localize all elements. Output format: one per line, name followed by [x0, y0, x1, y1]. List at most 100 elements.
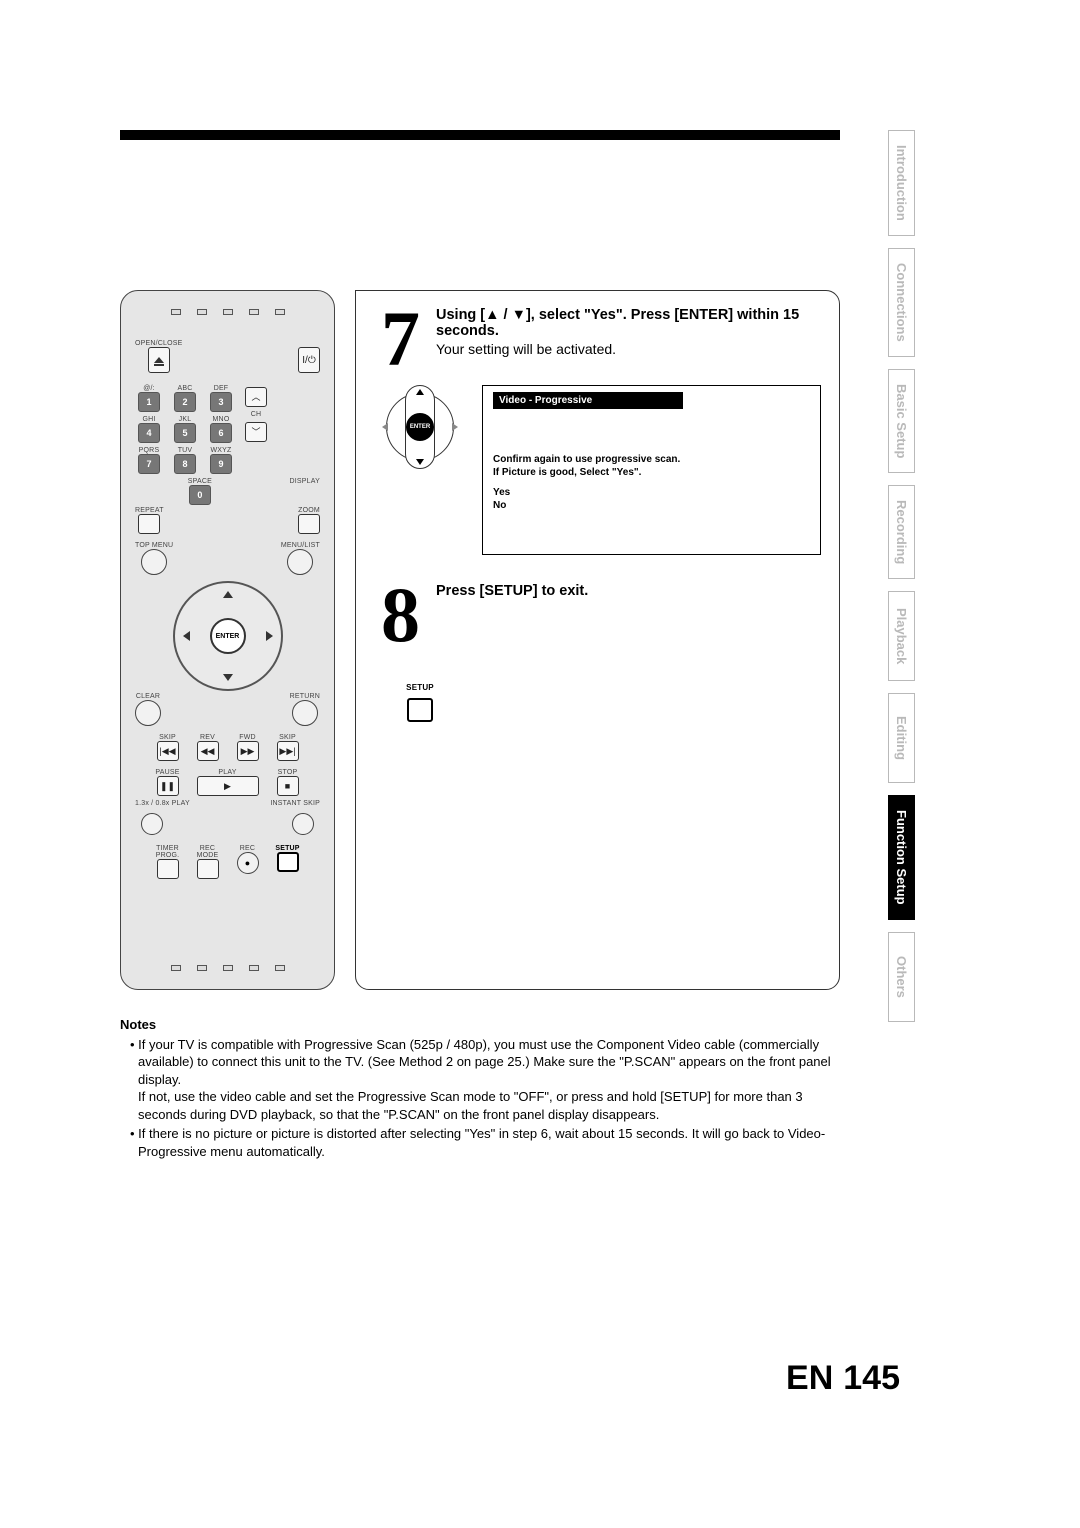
number-pad: @/:1 ABC2 DEF3 GHI4 JKL5 MNO6 PQRS7 TUV8… [135, 385, 235, 474]
fwd-label: FWD [239, 734, 256, 741]
tab-basic-setup[interactable]: Basic Setup [888, 369, 915, 473]
power-button[interactable]: I/⏻ [298, 347, 320, 373]
top-menu-button[interactable] [141, 549, 167, 575]
step-8-title: Press [SETUP] to exit. [436, 583, 821, 599]
dialog-options: Yes No [493, 486, 810, 513]
bottom-button-row: TIMER PROG. REC MODE REC● SETUP [135, 845, 320, 879]
menu-list-label: MENU/LIST [281, 542, 320, 549]
remote-illustration: OPEN/CLOSE I/⏻ @/:1 ABC2 DEF [120, 290, 335, 990]
key-1[interactable]: 1 [138, 392, 160, 412]
tab-introduction[interactable]: Introduction [888, 130, 915, 236]
up-triangle-icon: ▲ [485, 307, 499, 323]
mini-down-icon [416, 459, 424, 465]
dpad-left-icon[interactable] [183, 631, 190, 641]
eject-icon [154, 357, 164, 363]
mini-enter-button: ENTER [406, 413, 434, 441]
key-4-label: GHI [142, 416, 155, 423]
skip-prev-button[interactable]: |◀◀ [157, 741, 179, 761]
rec-mode-button[interactable] [197, 859, 219, 879]
progressive-dialog: Video - Progressive Confirm again to use… [482, 385, 821, 555]
return-label: RETURN [290, 693, 320, 700]
key-8[interactable]: 8 [174, 454, 196, 474]
dialog-no[interactable]: No [493, 499, 810, 513]
key-3[interactable]: 3 [210, 392, 232, 412]
steps-panel: 7 Using [▲ / ▼], select "Yes". Press [EN… [355, 290, 840, 990]
zoom-button[interactable] [298, 514, 320, 534]
dpad-up-icon[interactable] [223, 591, 233, 598]
notes-heading: Notes [120, 1016, 840, 1034]
skip-next-button[interactable]: ▶▶| [277, 741, 299, 761]
step-8: 8 Press [SETUP] to exit. [374, 583, 821, 647]
enter-button[interactable]: ENTER [210, 618, 246, 654]
zoom-label: ZOOM [298, 507, 320, 514]
manual-page: Introduction Connections Basic Setup Rec… [0, 0, 1080, 1528]
rec-button[interactable]: ● [237, 852, 259, 874]
transport-row-1: SKIP|◀◀ REV◀◀ FWD▶▶ SKIP▶▶| [135, 734, 320, 761]
play-icon: ▶ [224, 782, 231, 791]
skip-prev-label: SKIP [159, 734, 176, 741]
instant-skip-button[interactable] [292, 813, 314, 835]
key-9[interactable]: 9 [210, 454, 232, 474]
repeat-button[interactable] [138, 514, 160, 534]
key-2-label: ABC [178, 385, 193, 392]
speed-play-label: 1.3x / 0.8x PLAY [135, 800, 190, 807]
mini-left-icon [382, 423, 388, 431]
tab-editing[interactable]: Editing [888, 693, 915, 783]
dialog-message: Confirm again to use progressive scan. I… [493, 453, 810, 480]
stop-button[interactable]: ■ [277, 776, 299, 796]
key-6[interactable]: 6 [210, 423, 232, 443]
dpad-down-icon[interactable] [223, 674, 233, 681]
key-7[interactable]: 7 [138, 454, 160, 474]
skip-next-label: SKIP [279, 734, 296, 741]
rewind-icon: ◀◀ [201, 747, 215, 756]
return-button[interactable] [292, 700, 318, 726]
step-7-subtitle: Your setting will be activated. [436, 341, 821, 357]
fwd-button[interactable]: ▶▶ [237, 741, 259, 761]
step-7-title: Using [▲ / ▼], select "Yes". Press [ENTE… [436, 307, 821, 339]
skip-next-icon: ▶▶| [279, 747, 295, 756]
play-button[interactable]: ▶ [197, 776, 259, 796]
tab-playback[interactable]: Playback [888, 591, 915, 681]
dpad: ENTER [173, 581, 283, 691]
timer-prog-button[interactable] [157, 859, 179, 879]
stop-label: STOP [278, 769, 298, 776]
page-footer: EN145 [786, 1359, 900, 1398]
pause-button[interactable]: ❚❚ [157, 776, 179, 796]
display-label: DISPLAY [290, 478, 320, 485]
key-6-label: MNO [213, 416, 230, 423]
tab-recording[interactable]: Recording [888, 485, 915, 579]
key-5[interactable]: 5 [174, 423, 196, 443]
setup-icon-label: SETUP [406, 684, 434, 692]
clear-label: CLEAR [136, 693, 160, 700]
step-7-number: 7 [374, 307, 424, 371]
ch-down-button[interactable]: ﹀ [245, 422, 267, 442]
key-2[interactable]: 2 [174, 392, 196, 412]
pause-label: PAUSE [155, 769, 179, 776]
dialog-msg-2: If Picture is good, Select "Yes". [493, 466, 810, 480]
dialog-msg-1: Confirm again to use progressive scan. [493, 453, 810, 467]
tab-connections[interactable]: Connections [888, 248, 915, 357]
step-8-illustration: SETUP [378, 661, 462, 745]
skip-prev-icon: |◀◀ [159, 747, 175, 756]
clear-button[interactable] [135, 700, 161, 726]
note-1: If your TV is compatible with Progressiv… [130, 1036, 840, 1124]
key-5-label: JKL [179, 416, 192, 423]
key-0[interactable]: 0 [189, 485, 211, 505]
tab-others[interactable]: Others [888, 932, 915, 1022]
down-triangle-icon: ▼ [512, 307, 526, 323]
rev-button[interactable]: ◀◀ [197, 741, 219, 761]
setup-button[interactable] [277, 852, 299, 872]
power-icon: I/⏻ [302, 355, 315, 366]
menu-list-button[interactable] [287, 549, 313, 575]
open-close-button[interactable] [148, 347, 170, 373]
key-8-label: TUV [178, 447, 193, 454]
content-frame: OPEN/CLOSE I/⏻ @/:1 ABC2 DEF [120, 130, 840, 1162]
mini-up-icon [416, 389, 424, 395]
key-4[interactable]: 4 [138, 423, 160, 443]
tab-function-setup[interactable]: Function Setup [888, 795, 915, 920]
speed-play-button[interactable] [141, 813, 163, 835]
ch-up-button[interactable]: ︿ [245, 387, 267, 407]
header-rule [120, 130, 840, 140]
dpad-right-icon[interactable] [266, 631, 273, 641]
dialog-yes[interactable]: Yes [493, 486, 810, 500]
